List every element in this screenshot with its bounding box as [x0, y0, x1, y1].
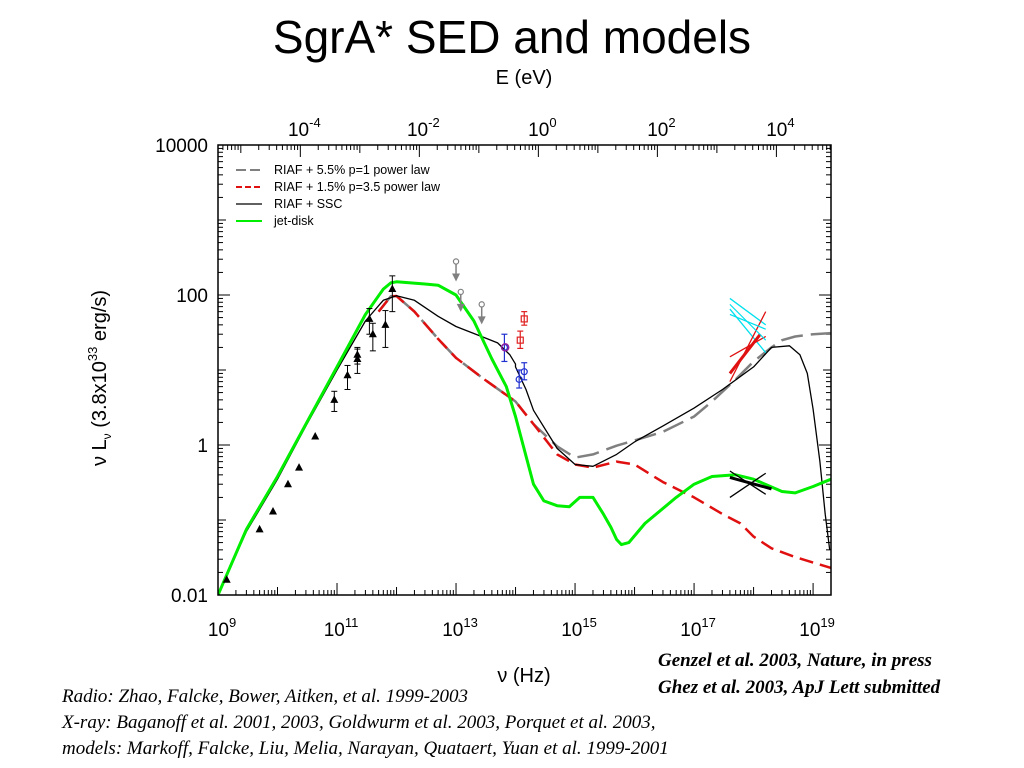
upper-limit-marker — [452, 258, 460, 265]
radio-point — [353, 350, 362, 358]
legend-label-1: RIAF + 5.5% p=1 power law — [274, 163, 431, 177]
ylabel-tail: erg/s) — [89, 290, 111, 347]
x-tick-label: 1013 — [442, 615, 478, 641]
tick-exponent: -4 — [309, 115, 321, 130]
xray-bowtie-line — [729, 313, 766, 330]
series-line-3 — [218, 295, 831, 595]
citation-right-2: Ghez et al. 2003, ApJ Lett submitted — [658, 677, 941, 698]
tick-base: 10 — [442, 620, 463, 641]
citation-left-3: models: Markoff, Falcke, Liu, Melia, Nar… — [62, 738, 669, 759]
y-tick-label: 1 — [197, 436, 208, 457]
tick-base: 10 — [680, 620, 701, 641]
y-tick-label: 10000 — [155, 136, 208, 157]
tick-exponent: 2 — [668, 115, 675, 130]
xray-bowtie-line — [729, 297, 767, 326]
tick-base: 10 — [647, 120, 668, 141]
radio-point — [388, 284, 397, 293]
tick-exponent: 13 — [463, 615, 477, 630]
xray-bowtie-line — [729, 311, 767, 382]
citation-left-1: Radio: Zhao, Falcke, Bower, Aitken, et a… — [62, 686, 468, 707]
series-layer — [218, 280, 831, 595]
radio-point — [283, 479, 292, 488]
legend-label-3: RIAF + SSC — [274, 197, 342, 211]
axis-ticks — [217, 144, 832, 596]
upper-limit-arrow — [456, 303, 465, 312]
y-axis-label: ν Lν (3.8x1033 erg/s) — [85, 290, 114, 466]
tick-base: 10 — [208, 620, 229, 641]
citation-right-1: Genzel et al. 2003, Nature, in press — [658, 650, 932, 671]
top-tick-label: 100 — [528, 115, 556, 141]
series-line-4 — [218, 280, 831, 595]
top-tick-label: 102 — [647, 115, 675, 141]
tick-exponent: 0 — [549, 115, 556, 130]
upper-limit-arrow — [477, 316, 486, 325]
x-axis-label: ν (Hz) — [497, 665, 550, 687]
ylabel-sub: ν — [100, 433, 114, 439]
nir-flare-point — [520, 315, 528, 323]
x-tick-label: 1015 — [561, 615, 597, 641]
upper-limit-marker — [457, 288, 464, 296]
top-tick-label: 10-4 — [288, 115, 321, 141]
radio-point — [269, 506, 278, 515]
tick-exponent: 15 — [582, 615, 596, 630]
x-tick-label: 1019 — [799, 615, 835, 641]
radio-point — [365, 314, 374, 322]
ylabel-exp: 33 — [85, 347, 100, 361]
tick-exponent: 17 — [701, 615, 715, 630]
tick-exponent: 9 — [229, 615, 236, 630]
top-axis-label: E (eV) — [496, 67, 553, 89]
radio-point — [311, 431, 320, 440]
plot-frame — [217, 144, 832, 596]
top-tick-label: 10-2 — [407, 115, 440, 141]
radio-point — [381, 320, 390, 328]
legend-label-2: RIAF + 1.5% p=3.5 power law — [274, 180, 441, 194]
y-tick-label: 0.01 — [171, 586, 208, 607]
tick-base: 10 — [288, 120, 309, 141]
xray-quiescent-segment — [729, 475, 772, 491]
tick-exponent: 11 — [345, 615, 359, 630]
x-tick-label: 109 — [208, 615, 236, 641]
x-tick-label: 1011 — [324, 615, 359, 641]
radio-point — [368, 329, 377, 338]
y-tick-label: 100 — [176, 286, 208, 307]
citation-left-2: X-ray: Baganoff et al. 2001, 2003, Goldw… — [62, 712, 656, 733]
series-line-2 — [377, 294, 831, 570]
top-tick-label: 104 — [766, 115, 794, 141]
radio-point — [330, 395, 339, 403]
xray-flare-segment — [728, 333, 762, 375]
data-points-layer — [222, 258, 772, 583]
tick-base: 10 — [407, 120, 428, 141]
tick-base: 10 — [324, 620, 345, 641]
tick-base: 10 — [766, 120, 787, 141]
radio-point — [295, 463, 304, 471]
tick-base: 10 — [799, 620, 820, 641]
tick-base: 10 — [561, 620, 582, 641]
upper-limit-arrow — [452, 273, 461, 282]
legend-label-4: jet-disk — [273, 214, 314, 228]
upper-limit-marker — [478, 301, 485, 308]
nir-flare-point — [516, 336, 524, 344]
radio-point — [255, 524, 264, 533]
radio-point — [343, 370, 352, 379]
xray-bowtie-line — [729, 472, 767, 498]
radio-point — [222, 575, 231, 583]
series-line-1 — [377, 294, 831, 459]
ylabel-main: ν L — [89, 439, 111, 466]
nir-purple-point — [500, 343, 510, 352]
tick-exponent: 19 — [820, 615, 834, 630]
x-tick-label: 1017 — [680, 615, 716, 641]
slide-title: SgrA* SED and models — [272, 11, 752, 63]
tick-exponent: -2 — [428, 115, 440, 130]
ylabel-unit: (3.8x10 — [89, 361, 111, 433]
legend: RIAF + 5.5% p=1 power law RIAF + 1.5% p=3… — [236, 163, 441, 228]
tick-base: 10 — [528, 120, 549, 141]
tick-exponent: 4 — [787, 115, 794, 130]
nir-quiescent-point — [520, 368, 528, 376]
